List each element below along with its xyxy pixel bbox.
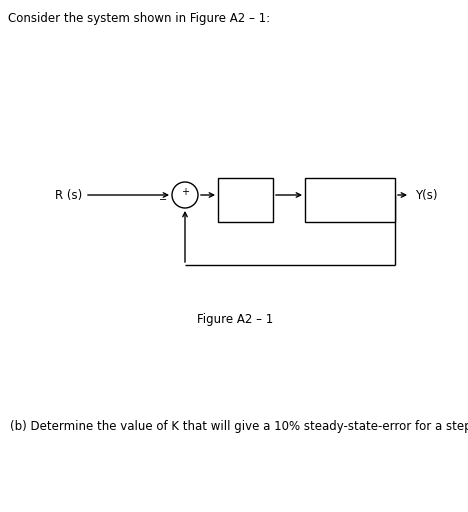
Text: +: +	[181, 187, 189, 197]
Text: s² + 3s + 2: s² + 3s + 2	[319, 205, 381, 215]
Text: Y(s): Y(s)	[415, 188, 438, 202]
Bar	[218, 178, 273, 222]
Text: (b) Determine the value of K that will give a 10% steady-state-error for a step : (b) Determine the value of K that will g…	[10, 420, 468, 433]
Text: Consider the system shown in Figure A2 – 1:: Consider the system shown in Figure A2 –…	[8, 12, 270, 25]
Text: 1: 1	[346, 185, 354, 199]
Text: Figure A2 – 1: Figure A2 – 1	[197, 313, 273, 327]
Text: R (s): R (s)	[55, 188, 82, 202]
Text: K: K	[240, 193, 251, 207]
Bar	[305, 178, 395, 222]
Text: −: −	[159, 195, 167, 205]
